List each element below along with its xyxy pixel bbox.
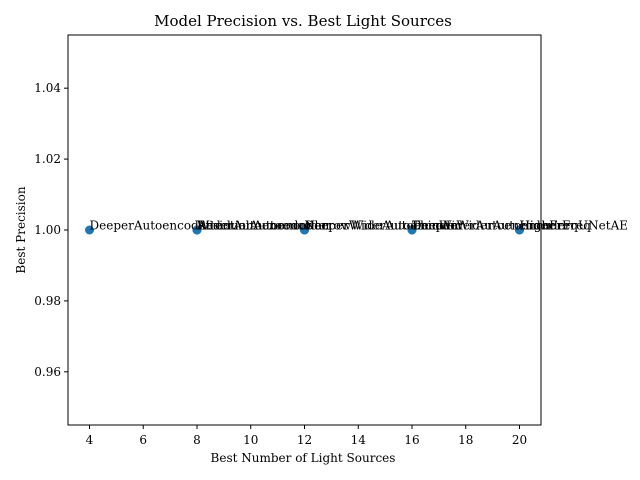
x-axis-label: Best Number of Light Sources [211, 451, 396, 465]
point-label: DeeperWiderAutoencoder [305, 219, 464, 233]
point-label: DeeperAutoencoder [90, 219, 212, 233]
data-points [85, 225, 524, 235]
x-tick-label: 6 [139, 433, 147, 447]
point-label: NarrowWideAutoencoder [305, 219, 460, 233]
data-point [85, 225, 94, 235]
y-tick-label: 1.00 [34, 223, 61, 237]
chart-title: Model Precision vs. Best Light Sources [154, 12, 452, 30]
y-tick-label: 1.02 [34, 152, 61, 166]
y-tick-label: 0.96 [34, 365, 61, 379]
x-tick-label: 4 [86, 433, 94, 447]
x-axis-ticks: 4 6 8 10 12 14 16 18 20 [86, 425, 527, 447]
x-tick-label: 18 [458, 433, 473, 447]
y-axis-label: Best Precision [14, 186, 28, 273]
point-label: WiderAutoencoder [197, 219, 311, 233]
point-label: HighFreqUNetAE [520, 219, 629, 233]
x-tick-label: 16 [404, 433, 419, 447]
point-label: HigherFreq [520, 219, 592, 233]
x-tick-label: 14 [351, 433, 367, 447]
x-tick-label: 20 [512, 433, 527, 447]
x-tick-label: 8 [193, 433, 201, 447]
x-tick-label: 12 [297, 433, 312, 447]
y-axis-ticks: 0.96 0.98 1.00 1.02 1.04 [34, 81, 68, 379]
data-point [300, 225, 309, 235]
data-point [192, 225, 202, 235]
data-point [515, 225, 524, 235]
point-label: ThinWiderAutoencoder [412, 219, 554, 233]
point-labels: DeeperAutoencoderWiderAutoencoderResidua… [90, 219, 629, 233]
point-label: AttentionAutoencoder [196, 219, 332, 233]
x-tick-label: 10 [243, 433, 258, 447]
y-tick-label: 0.98 [34, 294, 61, 308]
y-tick-label: 1.04 [34, 81, 61, 95]
point-label: DeeperWiderAutoencoder [412, 219, 571, 233]
point-label: ResidualAutoencoder [197, 219, 328, 233]
data-point [407, 225, 417, 235]
